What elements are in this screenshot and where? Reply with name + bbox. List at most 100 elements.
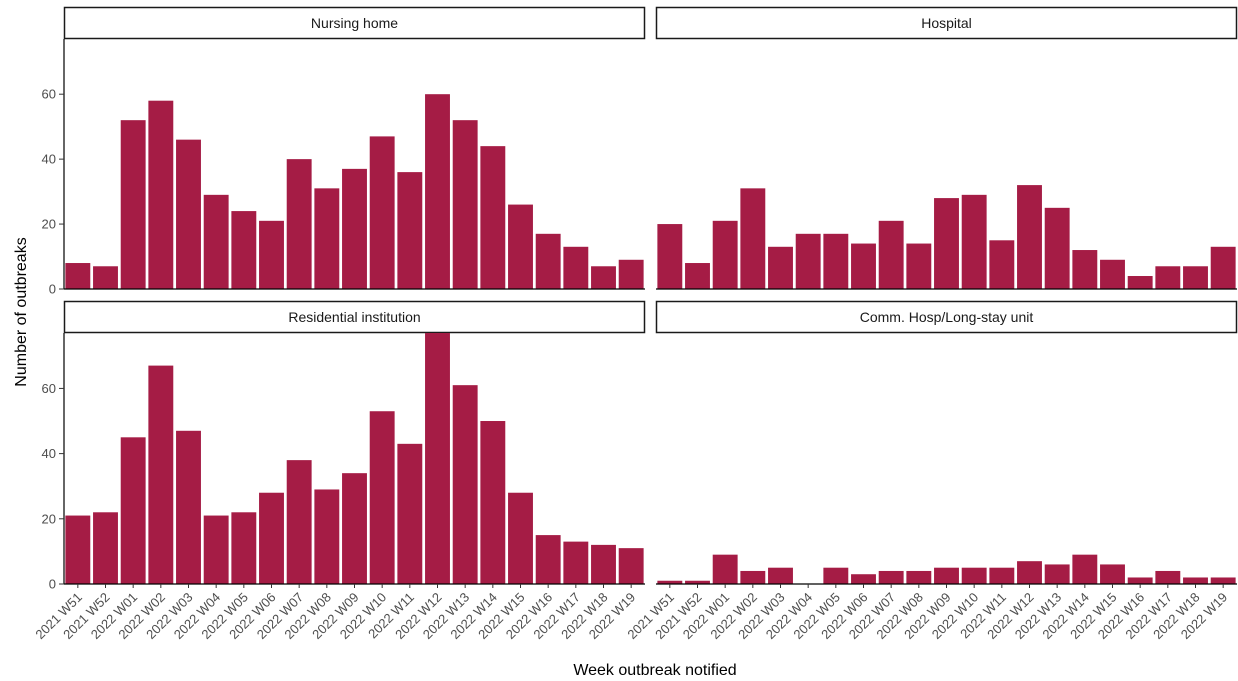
bar	[397, 172, 423, 289]
bar	[934, 198, 959, 289]
bar	[508, 492, 533, 584]
bar	[961, 194, 987, 289]
facet-panel: Hospital	[655, 6, 1238, 290]
bar	[342, 473, 367, 584]
bar	[768, 246, 793, 289]
facet-strip	[655, 6, 1238, 40]
bar	[314, 489, 340, 584]
bar	[712, 554, 738, 584]
bar	[148, 100, 174, 289]
bar	[906, 243, 932, 289]
bar	[1017, 185, 1042, 289]
bar	[1127, 577, 1153, 584]
bar	[618, 259, 644, 289]
bar	[563, 246, 589, 289]
bar	[823, 567, 849, 584]
bar	[1183, 266, 1208, 289]
y-tick-label: 0	[49, 282, 56, 297]
bar	[795, 233, 821, 289]
bar	[535, 233, 561, 289]
bar	[591, 544, 616, 584]
bar	[878, 220, 904, 289]
bar	[452, 120, 478, 289]
bar	[203, 194, 229, 289]
bar	[65, 515, 91, 584]
bar	[480, 421, 506, 584]
bar	[1155, 266, 1181, 289]
bar	[657, 580, 683, 584]
bar	[342, 168, 367, 289]
facet-strip-label: Hospital	[921, 15, 972, 31]
bar	[657, 224, 683, 289]
bar	[93, 266, 118, 289]
y-tick-label: 40	[42, 152, 56, 167]
bar	[203, 515, 229, 584]
bar	[823, 233, 849, 289]
y-axis-title: Number of outbreaks	[13, 237, 30, 386]
bar	[425, 94, 450, 289]
bar	[231, 512, 257, 584]
bar	[768, 567, 793, 584]
y-tick-label: 0	[49, 577, 56, 592]
facet-strip-label: Nursing home	[311, 15, 398, 31]
bar	[851, 574, 876, 584]
bar	[65, 263, 91, 289]
bar	[989, 240, 1015, 289]
bar	[286, 460, 312, 584]
facet-panel: Nursing home 0 20 40 60	[42, 6, 646, 297]
bar	[1210, 577, 1236, 584]
bar	[1044, 564, 1070, 584]
bar	[1127, 276, 1153, 289]
facet-strip-label: Comm. Hosp/Long-stay unit	[860, 309, 1034, 325]
bar	[120, 437, 146, 584]
bar	[369, 411, 395, 584]
bar	[535, 535, 561, 584]
y-tick-label: 60	[42, 87, 56, 102]
bar	[618, 548, 644, 584]
bar	[286, 159, 312, 289]
bar	[259, 492, 284, 584]
bar	[452, 385, 478, 584]
bar	[314, 188, 340, 289]
bar	[259, 220, 284, 289]
bar	[508, 204, 533, 289]
bar	[120, 120, 146, 289]
facet-panels: Nursing home 0 20 40 60 Hospital Residential i…	[32, 6, 1238, 642]
bar	[851, 243, 876, 289]
bar	[480, 146, 506, 289]
bar	[93, 512, 118, 584]
bar	[685, 580, 710, 584]
bar	[934, 567, 959, 584]
bar	[231, 211, 257, 289]
bar	[397, 443, 423, 584]
bar	[1100, 259, 1125, 289]
bar	[1017, 561, 1042, 584]
facet-strip	[655, 300, 1238, 334]
bar	[1210, 246, 1236, 289]
bar	[989, 567, 1015, 584]
bar	[369, 136, 395, 289]
bar	[712, 220, 738, 289]
bar	[148, 365, 174, 584]
bar	[1072, 250, 1098, 289]
bar	[1155, 570, 1181, 584]
bar	[961, 567, 987, 584]
bar	[591, 266, 616, 289]
facet-strip	[63, 300, 646, 334]
x-axis-title: Week outbreak notified	[573, 662, 736, 679]
y-tick-label: 20	[42, 217, 56, 232]
bar	[176, 139, 201, 289]
bar	[425, 333, 450, 584]
bar	[176, 430, 201, 584]
bar	[740, 188, 766, 289]
facet-strip-label: Residential institution	[288, 309, 420, 325]
bar	[740, 570, 766, 584]
bar	[1044, 207, 1070, 289]
bar	[906, 570, 932, 584]
y-tick-label: 60	[42, 381, 56, 396]
y-tick-label: 20	[42, 511, 56, 526]
bar	[878, 570, 904, 584]
